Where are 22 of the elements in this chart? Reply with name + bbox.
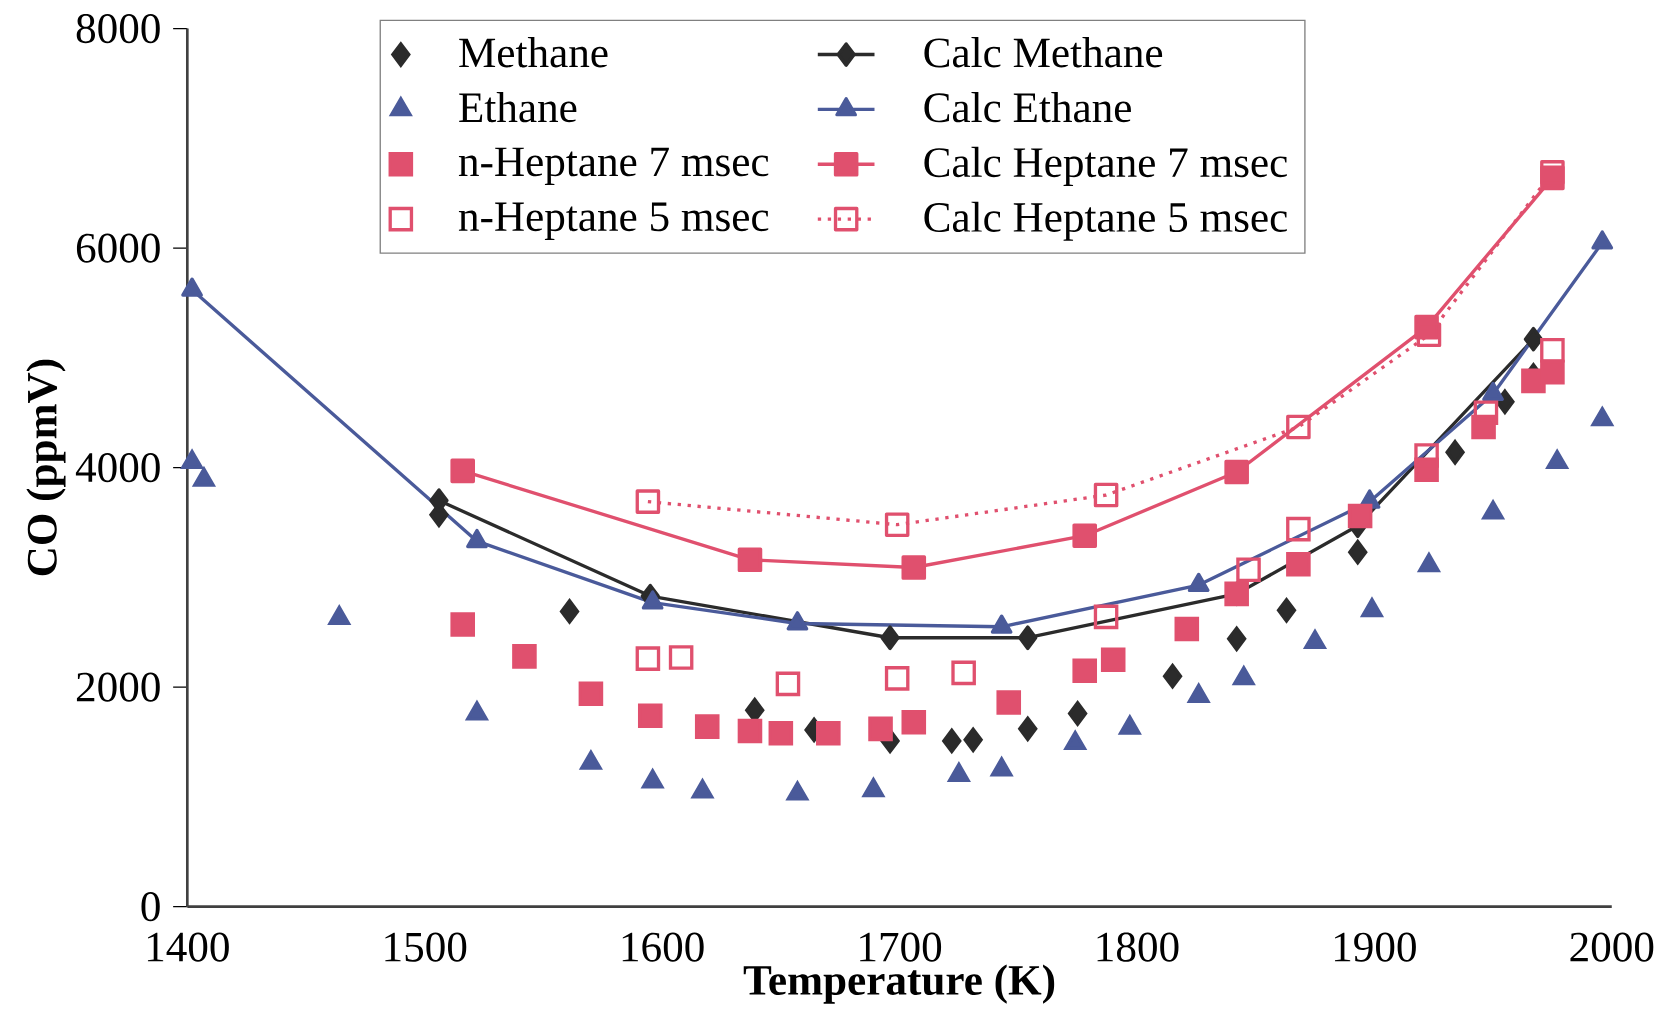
x-tick-label: 2000 [1570, 932, 1654, 962]
legend-label: n-Heptane 5 msec [458, 202, 769, 241]
legend-label: n-Heptane 7 msec [458, 147, 769, 186]
legend-label: Calc Methane [924, 37, 1163, 68]
legend-label: Calc Heptane 5 msec [924, 201, 1287, 242]
x-tick-label: 1800 [1097, 932, 1179, 962]
y-tick-label: 4000 [75, 453, 160, 483]
y-tick-label: 0 [141, 892, 160, 922]
y-axis-title: CO (ppmV) [26, 360, 66, 576]
y-tick-label: 8000 [76, 14, 160, 44]
legend-label: Calc Heptane 7 msec [924, 147, 1287, 187]
x-tick-label: 1700 [860, 932, 942, 962]
x-axis-title: Temperature (K) [743, 964, 1055, 1004]
y-tick-label: 6000 [76, 233, 160, 263]
x-tick-label: 1600 [622, 932, 704, 962]
x-tick-label: 1500 [385, 932, 467, 962]
legend-label: Ethane [459, 92, 577, 123]
x-tick-label: 1400 [147, 932, 229, 962]
y-tick-label: 2000 [76, 672, 160, 702]
x-tick-label: 1900 [1334, 932, 1416, 962]
legend-label: Calc Ethane [924, 92, 1131, 123]
legend-label: Methane [459, 37, 608, 68]
